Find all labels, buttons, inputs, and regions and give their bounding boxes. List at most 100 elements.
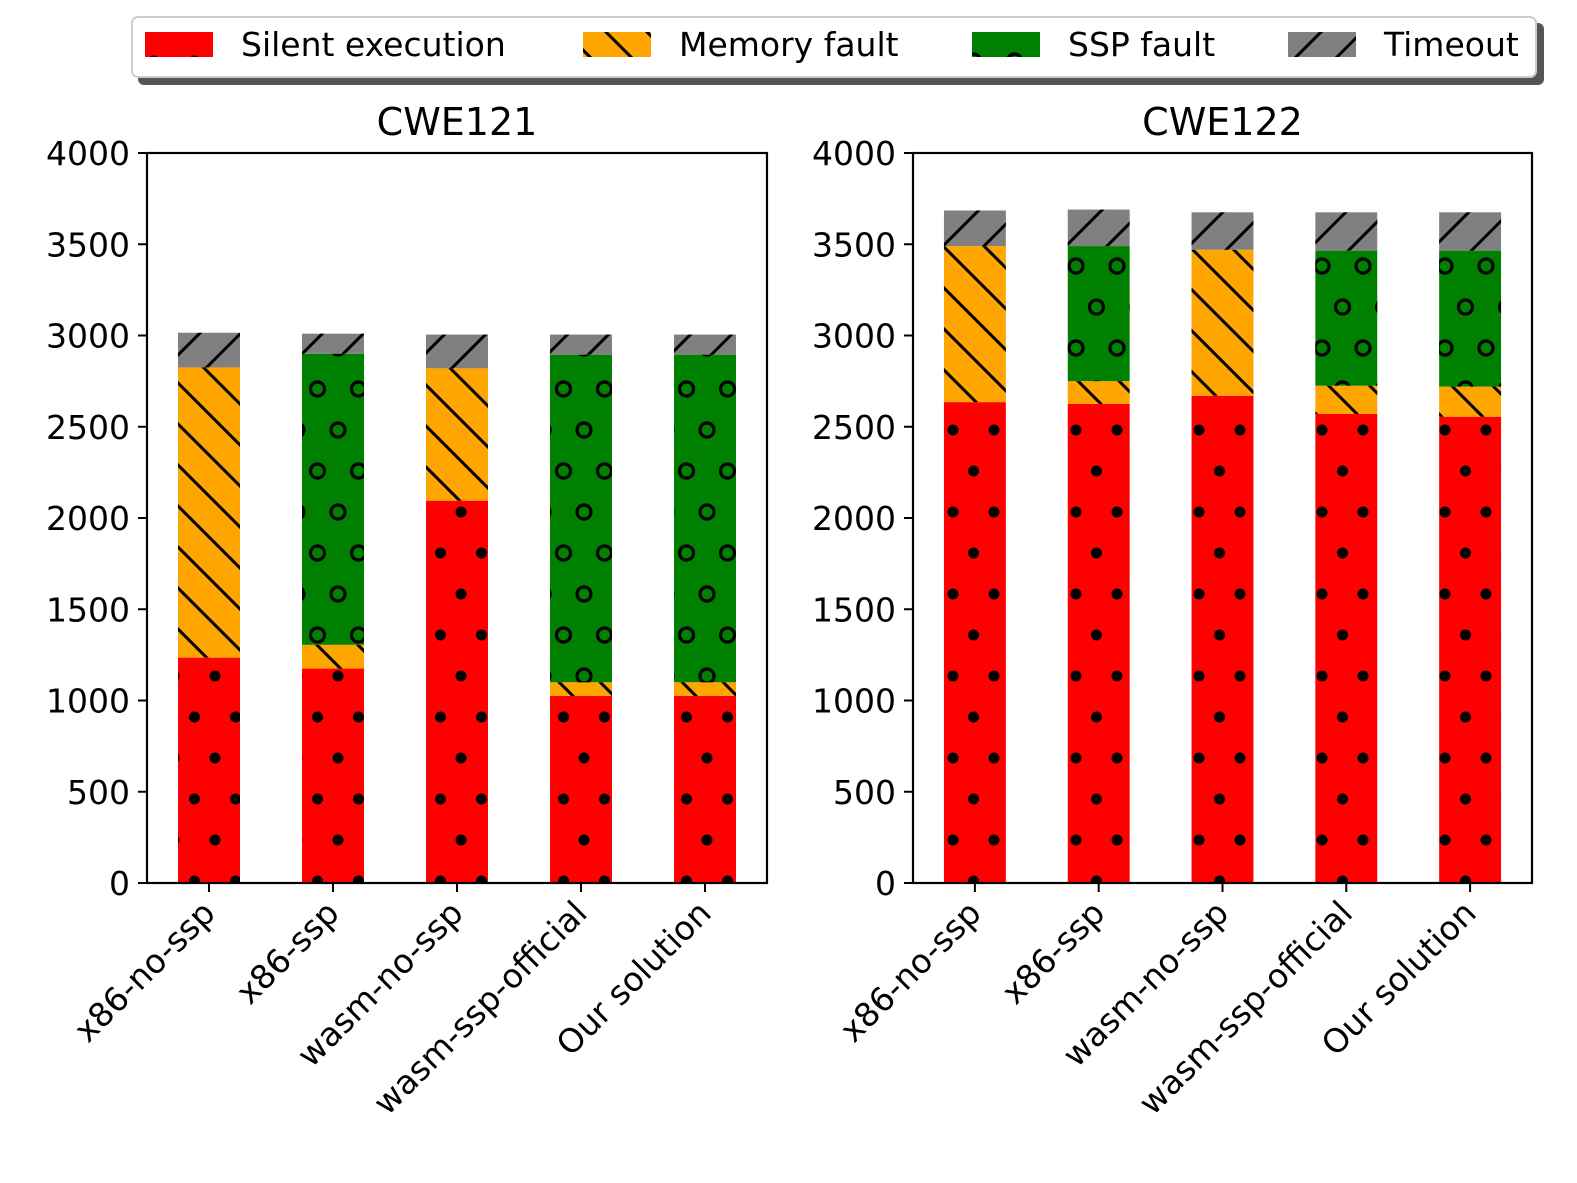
- y-tick-label: 0: [109, 864, 130, 903]
- legend-entry-memory-fault: Memory fault: [583, 25, 899, 64]
- legend-entry-ssp-fault: SSP fault: [972, 25, 1215, 64]
- bar-wasm-no-ssp-timeout-hatch: [1191, 212, 1254, 250]
- bar-wasm-ssp-official-silent-execution-hatch: [550, 695, 612, 883]
- y-axis: 0 500 1000 1500 2000 2500 3000 3500 4000: [812, 134, 913, 903]
- y-axis: 0 500 1000 1500 2000 2500 3000 3500 4000: [46, 134, 147, 903]
- bar-x86-ssp-ssp-fault-hatch: [1067, 246, 1130, 382]
- bar-wasm-no-ssp-memory-fault-hatch: [426, 368, 488, 501]
- x-axis: x86-no-ssp x86-sspwasm-no-sspwasm-ssp-off…: [832, 883, 1484, 1122]
- y-tick-label: 3000: [46, 317, 130, 356]
- y-tick-label: 0: [875, 864, 896, 903]
- bar-our-solution-memory-fault: [1439, 386, 1502, 417]
- bar-wasm-no-ssp-timeout: [426, 334, 488, 369]
- bar-our-solution-memory-fault-hatch: [1439, 386, 1502, 417]
- bar-x86-no-ssp-timeout: [943, 210, 1006, 247]
- y-tick-label: 2500: [46, 408, 130, 447]
- bar-x86-no-ssp-silent-execution: [178, 657, 240, 883]
- bar-our-solution-ssp-fault: [674, 354, 736, 683]
- bar-x86-no-ssp-memory-fault-hatch: [943, 246, 1006, 403]
- y-tick-label: 1500: [812, 590, 896, 629]
- y-tick-label: 500: [833, 773, 896, 812]
- y-tick-label: 1000: [812, 682, 896, 721]
- bar-x86-ssp-silent-execution: [302, 668, 364, 883]
- bar-x86-ssp-memory-fault-hatch: [302, 644, 364, 669]
- y-tick-label: 2000: [46, 499, 130, 538]
- bar-our-solution-timeout: [1439, 212, 1502, 251]
- bar-our-solution-timeout-hatch: [674, 334, 736, 355]
- bar-x86-no-ssp-memory-fault-hatch: [178, 367, 240, 658]
- bar-our-solution-ssp-fault-hatch: [1439, 250, 1502, 387]
- legend-frame: [131, 16, 1537, 78]
- x-tick-label-x86-no-ssp: x86-no-ssp: [832, 893, 989, 1050]
- bar-wasm-ssp-official-ssp-fault: [1315, 250, 1378, 386]
- bar-wasm-ssp-official-ssp-fault-hatch: [1315, 250, 1378, 386]
- bar-x86-no-ssp-memory-fault: [178, 367, 240, 658]
- bar-wasm-ssp-official-timeout-hatch: [1315, 212, 1378, 251]
- bar-wasm-ssp-official-ssp-fault-hatch: [550, 354, 612, 683]
- bar-wasm-ssp-official-timeout-hatch: [550, 334, 612, 355]
- bar-x86-ssp-memory-fault: [1067, 381, 1130, 404]
- bar-x86-ssp-silent-execution-hatch: [302, 668, 364, 883]
- bar-x86-no-ssp-timeout-hatch: [943, 210, 1006, 247]
- bar-wasm-no-ssp-memory-fault: [426, 368, 488, 501]
- y-tick-label: 4000: [46, 134, 130, 173]
- panel-cwe121: CWE121 0 500 1000 1500 2000 2500 3000 3500 4000 x8…: [46, 100, 769, 1122]
- bar-wasm-no-ssp-silent-execution: [1191, 395, 1254, 883]
- panel-title: CWE122: [1142, 100, 1303, 144]
- bar-x86-no-ssp-timeout-hatch: [178, 332, 240, 368]
- legend: Silent execution Memory fault SSP fault Tim…: [131, 16, 1544, 85]
- bar-x86-ssp-timeout: [1067, 209, 1130, 247]
- x-tick-label-wasm-ssp-official: wasm-ssp-official: [365, 893, 594, 1122]
- legend-label-timeout: Timeout: [1383, 25, 1519, 64]
- y-tick-label: 1500: [46, 590, 130, 629]
- bar-wasm-no-ssp-memory-fault: [1191, 249, 1254, 396]
- bar-wasm-ssp-official-ssp-fault: [550, 354, 612, 683]
- bar-x86-ssp-memory-fault: [302, 644, 364, 669]
- legend-entry-timeout: Timeout: [1288, 25, 1519, 64]
- legend-hatch-memory-fault: [583, 32, 651, 57]
- bar-our-solution-memory-fault-hatch: [674, 682, 736, 696]
- y-tick-label: 2000: [812, 499, 896, 538]
- legend-hatch-timeout: [1288, 32, 1356, 57]
- bar-wasm-ssp-official-memory-fault-hatch: [550, 682, 612, 696]
- bars: [943, 209, 1502, 883]
- bar-wasm-ssp-official-silent-execution: [550, 695, 612, 883]
- x-axis: x86-no-ssp x86-sspwasm-no-sspwasm-ssp-off…: [66, 883, 719, 1122]
- bar-wasm-no-ssp-memory-fault-hatch: [1191, 249, 1254, 396]
- bar-wasm-no-ssp-silent-execution: [426, 500, 488, 883]
- bar-wasm-ssp-official-memory-fault: [1315, 385, 1378, 414]
- bar-x86-ssp-ssp-fault: [302, 353, 364, 645]
- bar-x86-ssp-ssp-fault-hatch: [302, 353, 364, 645]
- bar-our-solution-ssp-fault: [1439, 250, 1502, 387]
- panel-title: CWE121: [377, 100, 538, 144]
- bar-x86-ssp-timeout: [302, 333, 364, 354]
- bar-wasm-ssp-official-memory-fault: [550, 682, 612, 696]
- bar-wasm-ssp-official-silent-execution-hatch: [1315, 413, 1378, 883]
- bar-our-solution-timeout-hatch: [1439, 212, 1502, 251]
- bar-x86-ssp-ssp-fault: [1067, 246, 1130, 382]
- y-tick-label: 1000: [46, 682, 130, 721]
- legend-label-ssp-fault: SSP fault: [1068, 25, 1215, 64]
- bar-our-solution-silent-execution-hatch: [674, 695, 736, 883]
- bar-wasm-ssp-official-silent-execution: [1315, 413, 1378, 883]
- y-tick-label: 3000: [812, 317, 896, 356]
- bar-our-solution-silent-execution: [1439, 416, 1502, 883]
- bar-x86-no-ssp-silent-execution: [943, 402, 1006, 883]
- bar-x86-ssp-memory-fault-hatch: [1067, 381, 1130, 404]
- bar-x86-no-ssp-silent-execution-hatch: [943, 402, 1006, 883]
- x-tick-label-x86-ssp: x86-ssp: [994, 893, 1113, 1012]
- legend-label-silent-execution: Silent execution: [241, 25, 506, 64]
- bar-wasm-ssp-official-timeout: [1315, 212, 1378, 251]
- x-tick-label-x86-no-ssp: x86-no-ssp: [66, 893, 223, 1050]
- bar-x86-no-ssp-memory-fault: [943, 246, 1006, 403]
- bar-our-solution-silent-execution-hatch: [1439, 416, 1502, 883]
- bar-wasm-ssp-official-memory-fault-hatch: [1315, 385, 1378, 414]
- bar-x86-ssp-silent-execution: [1067, 403, 1130, 883]
- y-tick-label: 2500: [812, 408, 896, 447]
- legend-hatch-ssp-fault: [972, 32, 1040, 57]
- y-tick-label: 500: [67, 773, 130, 812]
- bars: [178, 332, 736, 883]
- y-tick-label: 3500: [812, 225, 896, 264]
- bar-x86-ssp-timeout-hatch: [1067, 209, 1130, 247]
